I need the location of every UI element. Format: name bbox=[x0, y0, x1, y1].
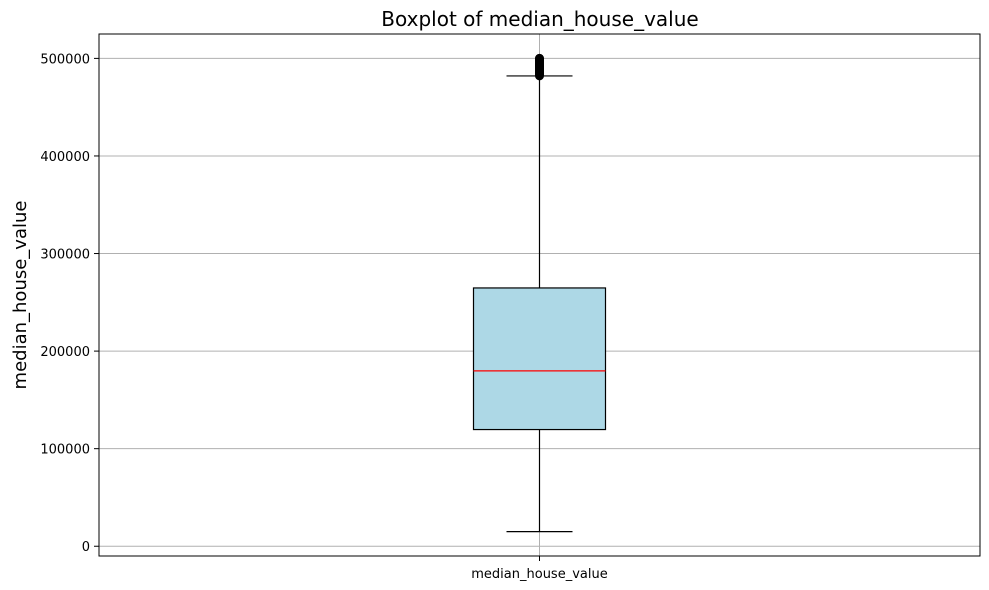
outlier-point-19 bbox=[535, 53, 544, 63]
y-axis-label: median_house_value bbox=[10, 201, 31, 390]
y-tick-label-3: 300000 bbox=[40, 248, 90, 263]
y-tick-label-1: 100000 bbox=[40, 443, 90, 458]
chart-title: Boxplot of median_house_value bbox=[381, 7, 698, 31]
box-iqr bbox=[472, 287, 607, 431]
y-tick-label-5: 500000 bbox=[40, 52, 90, 67]
y-tick-label-2: 200000 bbox=[40, 345, 90, 360]
x-tick-label-0: median_house_value bbox=[471, 567, 607, 582]
axis-layer: 0 100000 200000 300000 400000 500000 median_ho… bbox=[40, 52, 607, 582]
y-tick-label-4: 400000 bbox=[40, 150, 90, 165]
plot-layer bbox=[472, 53, 607, 533]
y-tick-label-0: 0 bbox=[82, 540, 90, 555]
